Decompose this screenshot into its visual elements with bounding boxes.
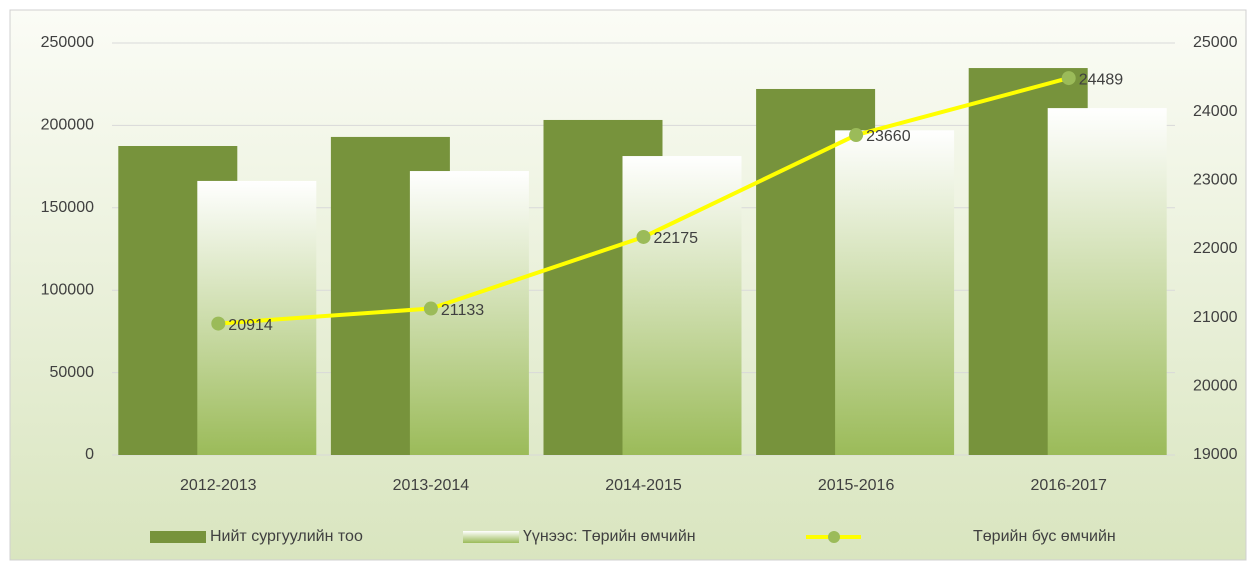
y2-tick-label: 24000: [1193, 103, 1238, 120]
bar: [1047, 108, 1167, 455]
y-tick-label: 250000: [41, 34, 94, 51]
x-tick-label: 2015-2016: [818, 477, 895, 494]
data-label: 24489: [1079, 71, 1124, 88]
x-tick-label: 2016-2017: [1030, 477, 1107, 494]
line-marker: [423, 301, 438, 316]
y-tick-label: 50000: [50, 364, 95, 381]
y-tick-label: 200000: [41, 117, 94, 134]
y2-tick-label: 22000: [1193, 240, 1238, 257]
data-label: 22175: [654, 230, 699, 247]
line-marker: [636, 229, 651, 244]
line-marker: [211, 316, 226, 331]
legend-label: Төрийн бус өмчийн: [973, 528, 1116, 545]
y-tick-label: 0: [85, 446, 94, 463]
x-tick-label: 2013-2014: [393, 477, 470, 494]
y2-tick-label: 20000: [1193, 378, 1238, 395]
data-label: 23660: [866, 128, 911, 145]
y2-tick-label: 25000: [1193, 34, 1238, 51]
legend-label: Үүнээс: Төрийн өмчийн: [523, 528, 696, 545]
y2-tick-label: 23000: [1193, 172, 1238, 189]
x-tick-label: 2014-2015: [605, 477, 682, 494]
y-tick-label: 150000: [41, 199, 94, 216]
x-tick-label: 2012-2013: [180, 477, 257, 494]
legend-swatch: [463, 531, 519, 543]
legend-label: Нийт сургуулийн тоо: [210, 528, 363, 545]
y-tick-label: 100000: [41, 281, 94, 298]
legend-swatch: [150, 531, 206, 543]
bar: [835, 130, 955, 455]
bar: [622, 156, 742, 455]
data-label: 20914: [228, 317, 273, 334]
legend-marker: [828, 531, 840, 543]
line-marker: [849, 128, 864, 143]
y2-tick-label: 21000: [1193, 309, 1238, 326]
data-label: 21133: [441, 302, 484, 319]
y2-tick-label: 19000: [1193, 446, 1238, 463]
line-marker: [1061, 71, 1076, 86]
